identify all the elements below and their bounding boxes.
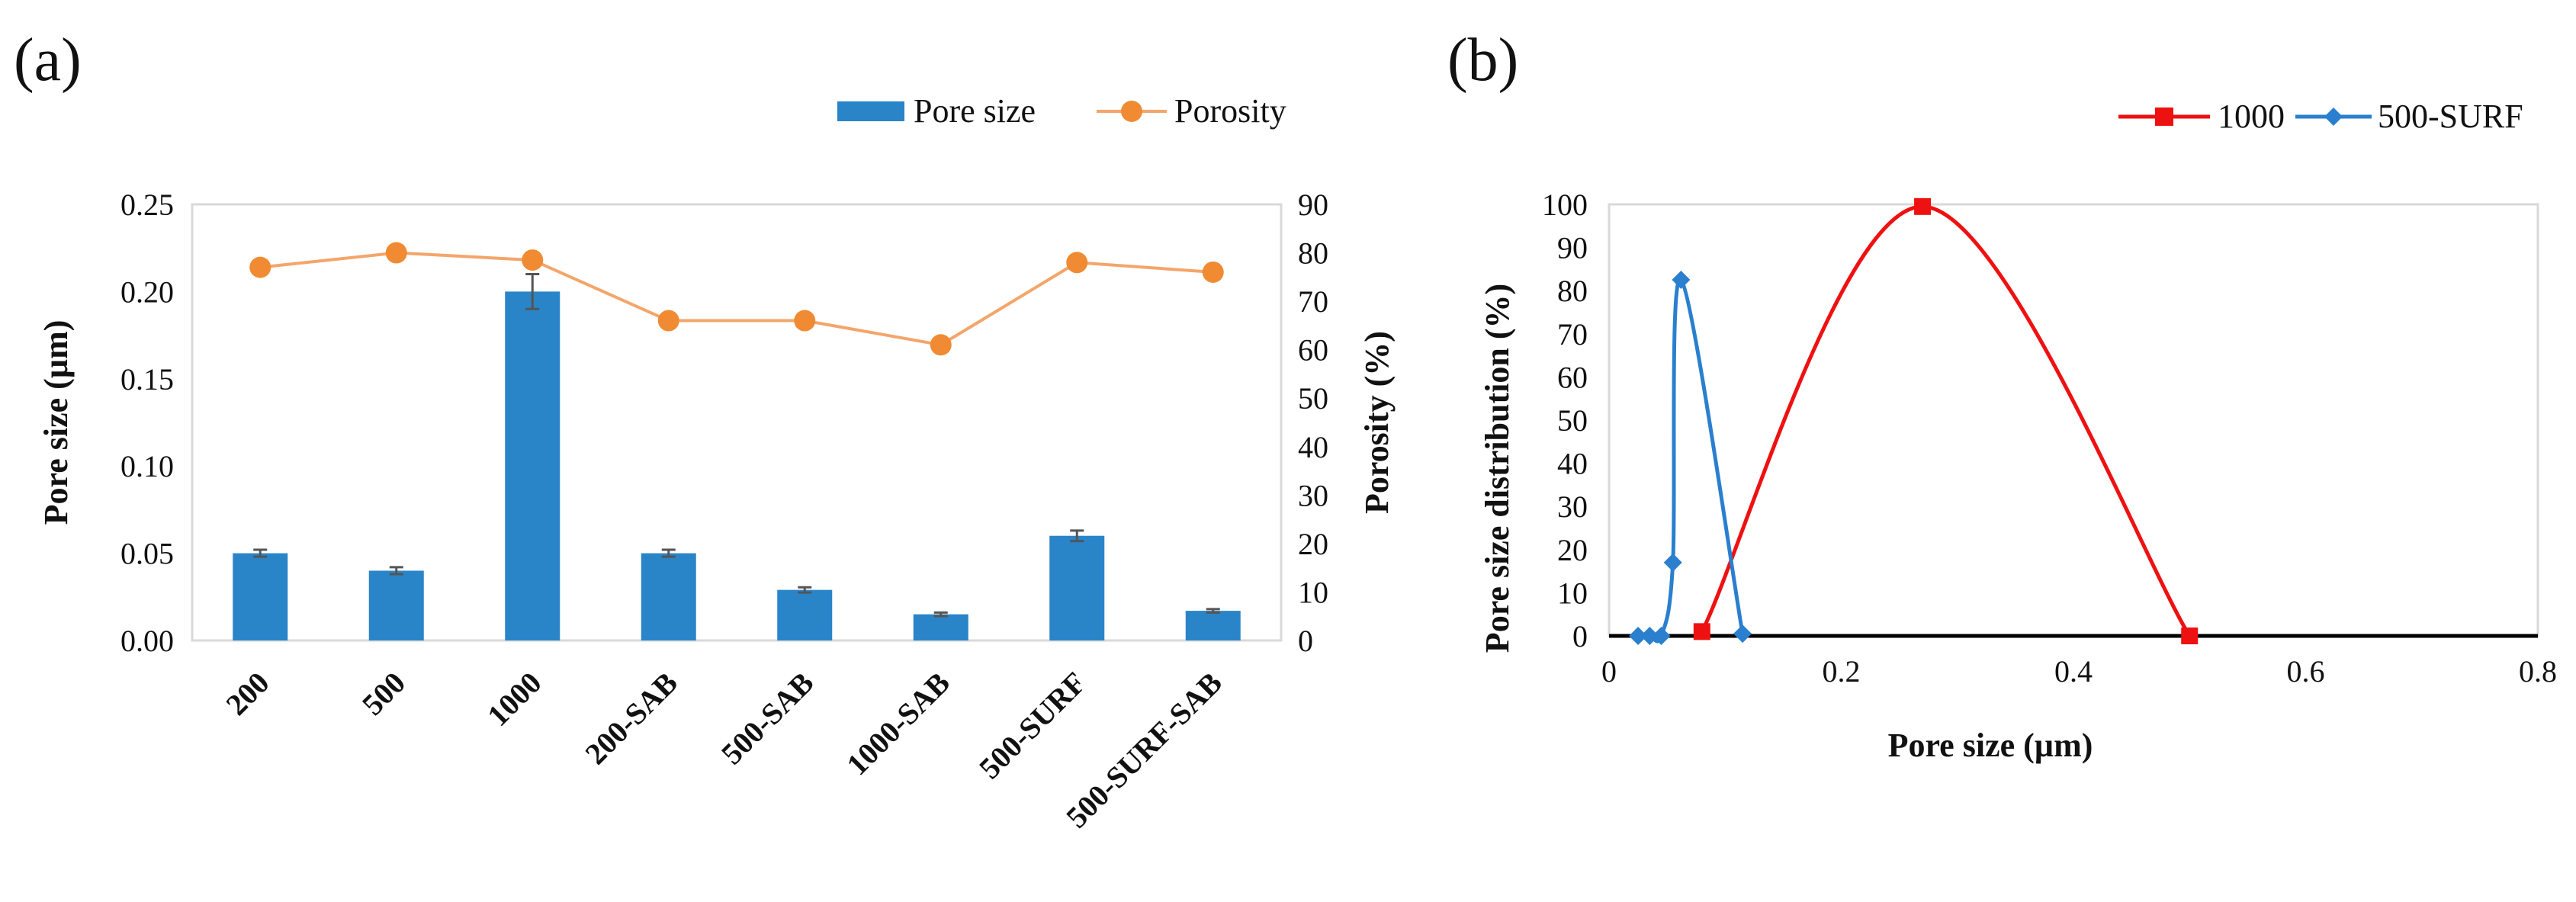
series-500-surf-point	[1652, 627, 1671, 645]
plot-area-a	[191, 203, 1283, 642]
category-labels: 200 500 1000 200-SAB 500-SAB 1000-SAB 500-SURF…	[219, 666, 1229, 835]
y-axis-title-a: Pore size (µm)	[37, 320, 75, 525]
y2-tick-label: 10	[1298, 575, 1328, 609]
y-tick-label: 0.00	[120, 624, 174, 658]
b-y-tick-label: 30	[1557, 490, 1588, 524]
y2-tick-label: 80	[1298, 236, 1328, 271]
b-y-tick-label: 60	[1557, 360, 1588, 394]
error-bars	[253, 273, 1220, 618]
series-500-surf-point	[1640, 627, 1659, 645]
legend-pore-size-label: Pore size	[914, 92, 1036, 130]
left-axis-ticks: 0.00 0.05 0.10 0.15 0.20 0.25	[120, 188, 174, 658]
porosity-point	[522, 249, 544, 271]
b-y-tick-label: 20	[1557, 533, 1588, 567]
b-y-tick-label: 40	[1557, 447, 1588, 481]
series-500-surf-point	[1629, 627, 1648, 645]
b-x-tick-label: 0.4	[2054, 654, 2093, 689]
b-y-tick-label: 80	[1557, 274, 1588, 308]
legend-a: Pore size Porosity	[837, 92, 1286, 130]
series-1000-line	[1700, 204, 2192, 637]
b-series-lines	[1629, 197, 2199, 645]
category-label: 200	[219, 666, 275, 722]
porosity-line	[260, 251, 1213, 347]
right-axis-ticks: 0 10 20 30 40 50 60 70 80 90	[1298, 188, 1328, 658]
legend-500-surf-marker	[2324, 108, 2343, 126]
bar	[233, 553, 288, 640]
porosity-series	[249, 242, 1224, 356]
legend-pore-size-swatch	[837, 101, 904, 121]
y-tick-label: 0.05	[120, 537, 174, 571]
bar	[641, 553, 696, 640]
bars-pore-size	[233, 291, 1241, 640]
y-tick-label: 0.20	[120, 274, 174, 309]
x-axis-title-b: Pore size (µm)	[1888, 727, 2093, 764]
category-label: 1000-SAB	[840, 666, 956, 782]
legend-1000-label: 1000	[2218, 98, 2285, 135]
legend-1000-marker	[2155, 108, 2173, 126]
legend-porosity-label: Porosity	[1174, 92, 1286, 130]
bar	[1049, 535, 1105, 640]
bar	[505, 291, 560, 640]
y2-tick-label: 90	[1298, 188, 1328, 222]
bar	[368, 570, 424, 640]
y-tick-label: 0.25	[120, 188, 174, 222]
series-500-surf-point	[1663, 553, 1682, 572]
b-y-tick-label: 10	[1557, 576, 1588, 610]
b-x-tick-label: 0.2	[1823, 654, 1861, 689]
b-y-tick-label: 90	[1557, 231, 1588, 265]
series-500-surf-point	[1733, 624, 1752, 644]
category-label: 500	[355, 666, 412, 722]
legend-porosity-marker	[1121, 101, 1142, 122]
y-axis-title-b: Pore size distribution (%)	[1479, 284, 1516, 653]
y2-tick-label: 70	[1298, 284, 1328, 319]
category-label: 500-SURF	[972, 666, 1093, 786]
y2-tick-label: 20	[1298, 527, 1328, 561]
bar	[777, 589, 833, 640]
b-y-tick-label: 70	[1557, 317, 1588, 351]
panel-a-label: (a)	[14, 27, 82, 94]
panel-b-label: (b)	[1447, 27, 1518, 94]
series-500-surf-line	[1638, 278, 1745, 644]
category-label: 500-SAB	[715, 666, 821, 772]
b-x-tick-label: 0.6	[2287, 654, 2325, 689]
plot-area-b	[1608, 203, 2539, 637]
y2-tick-label: 30	[1298, 478, 1328, 512]
series-1000-point	[1914, 197, 1932, 215]
b-y-tick-label: 100	[1542, 188, 1588, 222]
porosity-point	[385, 242, 407, 264]
legend-b: 1000 500-SURF	[2118, 98, 2523, 135]
porosity-point	[794, 310, 816, 332]
porosity-point	[1202, 261, 1224, 283]
series-500-surf-point	[1672, 271, 1691, 290]
bar	[1185, 611, 1241, 640]
porosity-point	[249, 256, 271, 278]
y2-tick-label: 0	[1298, 624, 1313, 658]
porosity-point	[1066, 252, 1088, 274]
porosity-point	[657, 310, 679, 332]
b-x-tick-label: 0.8	[2519, 654, 2557, 689]
b-y-tick-label: 0	[1572, 619, 1588, 653]
category-label: 200-SAB	[578, 666, 684, 772]
porosity-point	[930, 334, 952, 356]
b-x-tick-label: 0	[1601, 654, 1617, 689]
y2-tick-label: 40	[1298, 430, 1328, 464]
y2-tick-label: 50	[1298, 381, 1328, 416]
y-tick-label: 0.15	[120, 362, 174, 396]
y2-axis-title-a: Porosity (%)	[1358, 331, 1396, 514]
bar	[913, 614, 968, 640]
series-1000-point	[2181, 628, 2199, 644]
series-1000-point	[1693, 623, 1710, 640]
category-label: 1000	[480, 666, 548, 733]
b-y-tick-label: 50	[1557, 403, 1588, 438]
y-tick-label: 0.10	[120, 449, 174, 483]
b-x-axis-ticks: 0 0.2 0.4 0.6 0.8	[1601, 634, 2557, 689]
y2-tick-label: 60	[1298, 333, 1328, 368]
b-y-axis-ticks: 0 10 20 30 40 50 60 70 80 90 100	[1542, 188, 1588, 653]
legend-500-surf-label: 500-SURF	[2378, 98, 2523, 135]
